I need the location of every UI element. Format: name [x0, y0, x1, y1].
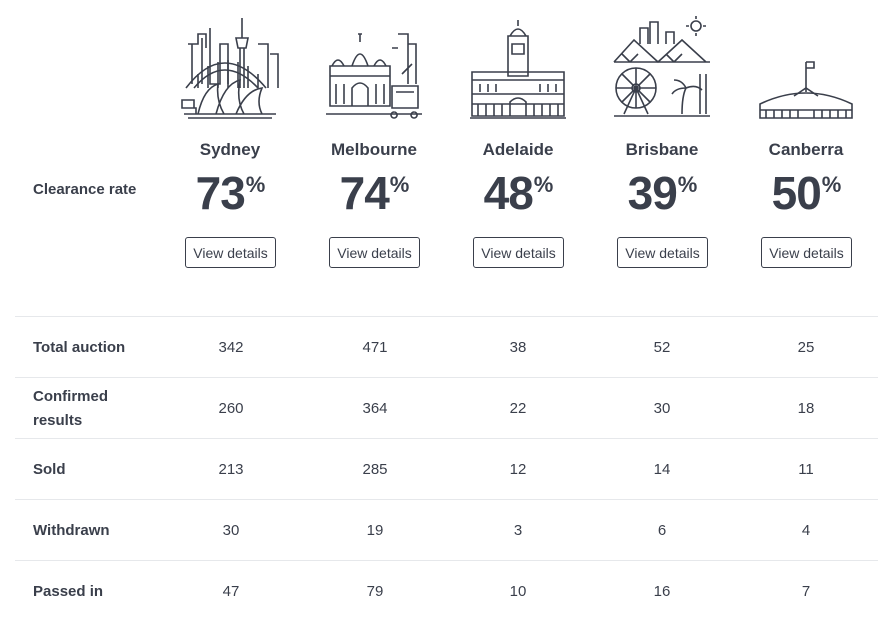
table-cell: 342: [218, 339, 244, 356]
clearance-rate-value: 50%: [771, 167, 842, 219]
city-name: Adelaide: [482, 140, 554, 159]
table-cell: 79: [366, 583, 384, 600]
table-cell: 12: [509, 461, 527, 478]
table-cell: 285: [362, 461, 388, 478]
canberra-parliament-icon: [754, 14, 858, 122]
table-cell: 30: [222, 522, 240, 539]
table-cell: 6: [657, 522, 667, 539]
table-row-confirmed-results: Confirmed results 260 364 22 30 18: [15, 377, 878, 438]
city-name: Brisbane: [625, 140, 699, 159]
table-cell: 16: [653, 583, 671, 600]
view-details-button-canberra[interactable]: View details: [761, 237, 852, 268]
table-row-passed-in: Passed in 47 79 10 16 7: [15, 560, 878, 619]
row-label: Confirmed results: [33, 387, 108, 429]
table-cell: 47: [222, 583, 240, 600]
auction-results-table: Total auction 342 471 38 52 25 Confirmed…: [15, 316, 878, 619]
row-label: Passed in: [33, 582, 104, 600]
sydney-skyline-icon: [178, 14, 282, 122]
table-cell: 25: [797, 339, 815, 356]
city-column-brisbane: Brisbane 39% View details: [590, 14, 734, 284]
brisbane-skyline-icon: [610, 14, 714, 122]
city-name: Melbourne: [331, 140, 417, 159]
city-column-adelaide: Adelaide 48% View details: [446, 14, 590, 284]
row-label: Sold: [33, 460, 66, 478]
table-cell: 364: [362, 400, 388, 417]
table-cell: 38: [509, 339, 527, 356]
city-column-canberra: Canberra 50% View details: [734, 14, 878, 284]
table-cell: 30: [653, 400, 671, 417]
table-cell: 19: [366, 522, 384, 539]
row-label: Withdrawn: [33, 521, 110, 539]
table-cell: 18: [797, 400, 815, 417]
melbourne-skyline-icon: [322, 14, 426, 122]
clearance-rate-label: Clearance rate: [33, 181, 137, 198]
view-details-button-brisbane[interactable]: View details: [617, 237, 708, 268]
adelaide-town-hall-icon: [466, 14, 570, 122]
table-cell: 14: [653, 461, 671, 478]
table-row-total-auction: Total auction 342 471 38 52 25: [15, 316, 878, 377]
table-row-sold: Sold 213 285 12 14 11: [15, 438, 878, 499]
view-details-button-sydney[interactable]: View details: [185, 237, 276, 268]
table-cell: 3: [513, 522, 523, 539]
row-label: Total auction: [33, 338, 126, 356]
table-cell: 11: [798, 461, 814, 478]
table-cell: 52: [653, 339, 671, 356]
clearance-rate-value: 74%: [339, 167, 410, 219]
table-cell: 471: [362, 339, 388, 356]
clearance-rate-value: 48%: [483, 167, 554, 219]
table-row-withdrawn: Withdrawn 30 19 3 6 4: [15, 499, 878, 560]
clearance-rate-value: 73%: [195, 167, 266, 219]
table-cell: 213: [218, 461, 244, 478]
city-name: Sydney: [199, 140, 261, 159]
table-cell: 4: [801, 522, 811, 539]
table-cell: 260: [218, 400, 244, 417]
city-name: Canberra: [768, 140, 844, 159]
table-cell: 7: [801, 583, 811, 600]
view-details-button-melbourne[interactable]: View details: [329, 237, 420, 268]
table-cell: 22: [509, 400, 527, 417]
clearance-rate-value: 39%: [627, 167, 698, 219]
city-column-melbourne: Melbourne 74% View details: [302, 14, 446, 284]
table-cell: 10: [509, 583, 527, 600]
city-column-sydney: Sydney 73% View details: [158, 14, 302, 284]
view-details-button-adelaide[interactable]: View details: [473, 237, 564, 268]
